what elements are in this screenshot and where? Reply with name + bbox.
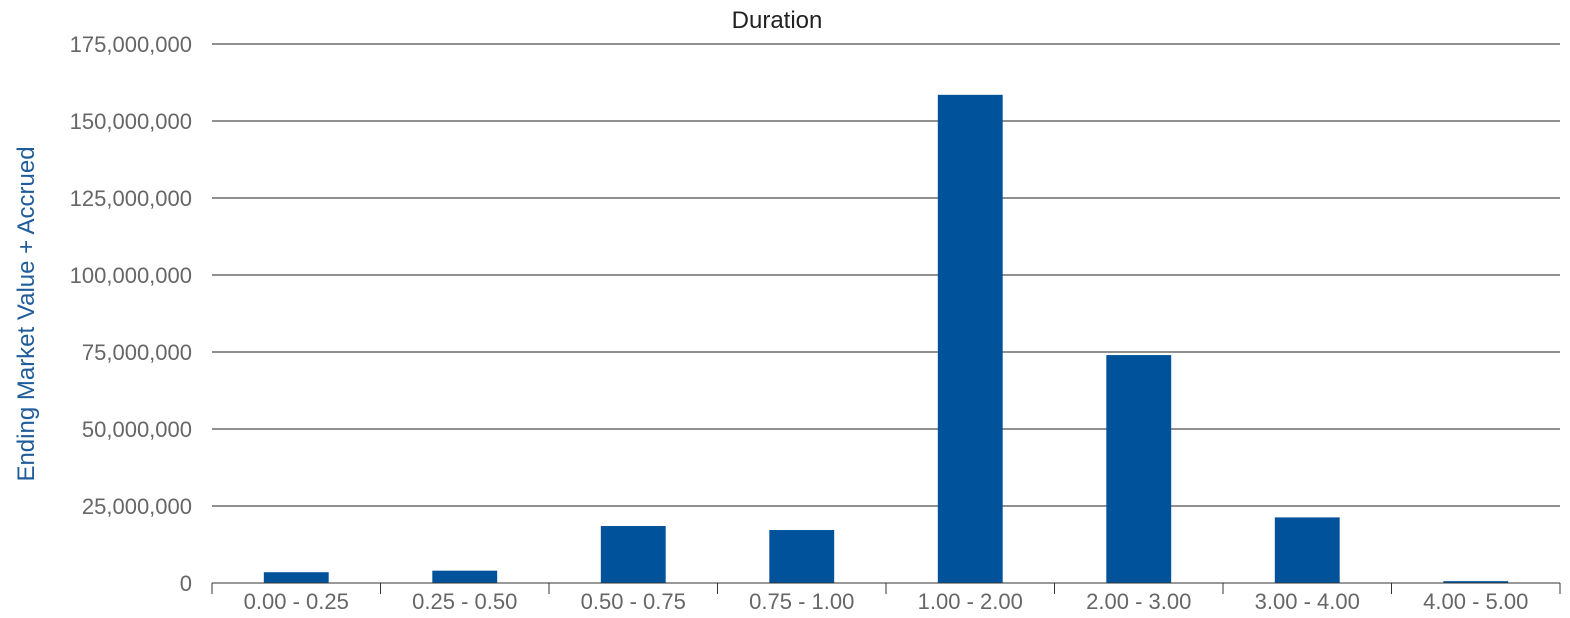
bar-1 xyxy=(432,570,498,583)
bar-5 xyxy=(1106,355,1172,583)
x-tick-label: 0.25 - 0.50 xyxy=(412,589,517,614)
x-tick-label: 1.00 - 2.00 xyxy=(918,589,1023,614)
bar-3 xyxy=(769,530,835,583)
x-axis xyxy=(211,582,1561,594)
y-tick-labels: 0 25,000,000 50,000,000 75,000,000 100,000,0… xyxy=(70,32,192,596)
x-tick-label: 3.00 - 4.00 xyxy=(1255,589,1360,614)
bar-7 xyxy=(1443,581,1509,583)
y-tick-label: 75,000,000 xyxy=(82,340,192,365)
bars xyxy=(263,94,1509,583)
y-tick-label: 125,000,000 xyxy=(70,186,192,211)
bar-4 xyxy=(937,94,1003,583)
x-tick-label: 4.00 - 5.00 xyxy=(1423,589,1528,614)
x-tick-label: 2.00 - 3.00 xyxy=(1086,589,1191,614)
y-tick-label: 0 xyxy=(180,571,192,596)
x-tick-label: 0.50 - 0.75 xyxy=(581,589,686,614)
x-tick-label: 0.00 - 0.25 xyxy=(244,589,349,614)
gridlines xyxy=(212,43,1560,507)
y-tick-label: 50,000,000 xyxy=(82,417,192,442)
chart-title: Duration xyxy=(732,7,823,34)
bar-2 xyxy=(600,526,666,583)
bar-0 xyxy=(263,572,329,583)
x-tick-labels: 0.00 - 0.25 0.25 - 0.50 0.50 - 0.75 0.75 - … xyxy=(244,589,1529,614)
bar-6 xyxy=(1274,517,1340,583)
y-tick-label: 25,000,000 xyxy=(82,494,192,519)
y-tick-label: 150,000,000 xyxy=(70,109,192,134)
x-tick-label: 0.75 - 1.00 xyxy=(749,589,854,614)
y-tick-label: 100,000,000 xyxy=(70,263,192,288)
y-axis-label: Ending Market Value + Accrued xyxy=(13,146,40,481)
y-tick-label: 175,000,000 xyxy=(70,32,192,57)
